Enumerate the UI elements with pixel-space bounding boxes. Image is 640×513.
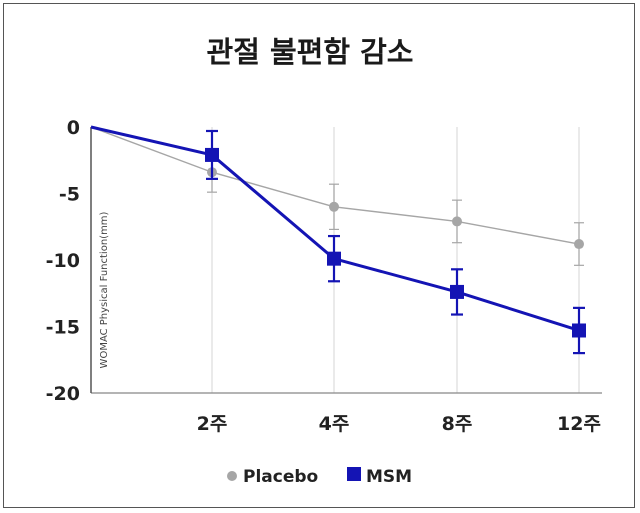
chart-title: 관절 불편함 감소 [207, 35, 414, 69]
series-group [90, 125, 586, 355]
y-tick-label: -15 [46, 317, 80, 339]
x-tick-label: 8주 [442, 413, 473, 435]
legend-marker-msm [347, 467, 361, 481]
data-point-msm [327, 251, 341, 266]
y-tick-label: 0 [67, 117, 80, 139]
x-tick-label: 2주 [197, 413, 228, 435]
x-tick-labels: 2주 4주 8주 12주 [197, 413, 601, 435]
data-point-placebo [452, 216, 462, 227]
legend-label-placebo: Placebo [243, 467, 318, 487]
series-line-msm [90, 125, 580, 332]
legend-label-msm: MSM [366, 467, 412, 487]
series-msm [90, 125, 586, 355]
legend-marker-placebo [227, 471, 237, 481]
x-tick-label: 4주 [319, 413, 350, 435]
data-point-placebo [574, 239, 584, 250]
series-placebo [90, 126, 584, 266]
data-point-placebo [329, 201, 339, 212]
y-tick-labels: 0 -5 -10 -15 -20 [46, 117, 80, 405]
data-point-msm [450, 284, 464, 299]
x-tick-label: 12주 [557, 413, 601, 435]
y-tick-label: -20 [46, 383, 80, 405]
legend: Placebo MSM [227, 467, 412, 487]
y-tick-label: -5 [59, 184, 80, 206]
chart-frame [3, 3, 635, 508]
data-point-msm [572, 323, 586, 338]
gridlines [211, 127, 580, 393]
y-axis-label: WOMAC Physical Function(mm) [99, 211, 110, 368]
data-point-msm [205, 147, 219, 162]
y-tick-label: -10 [46, 250, 80, 272]
